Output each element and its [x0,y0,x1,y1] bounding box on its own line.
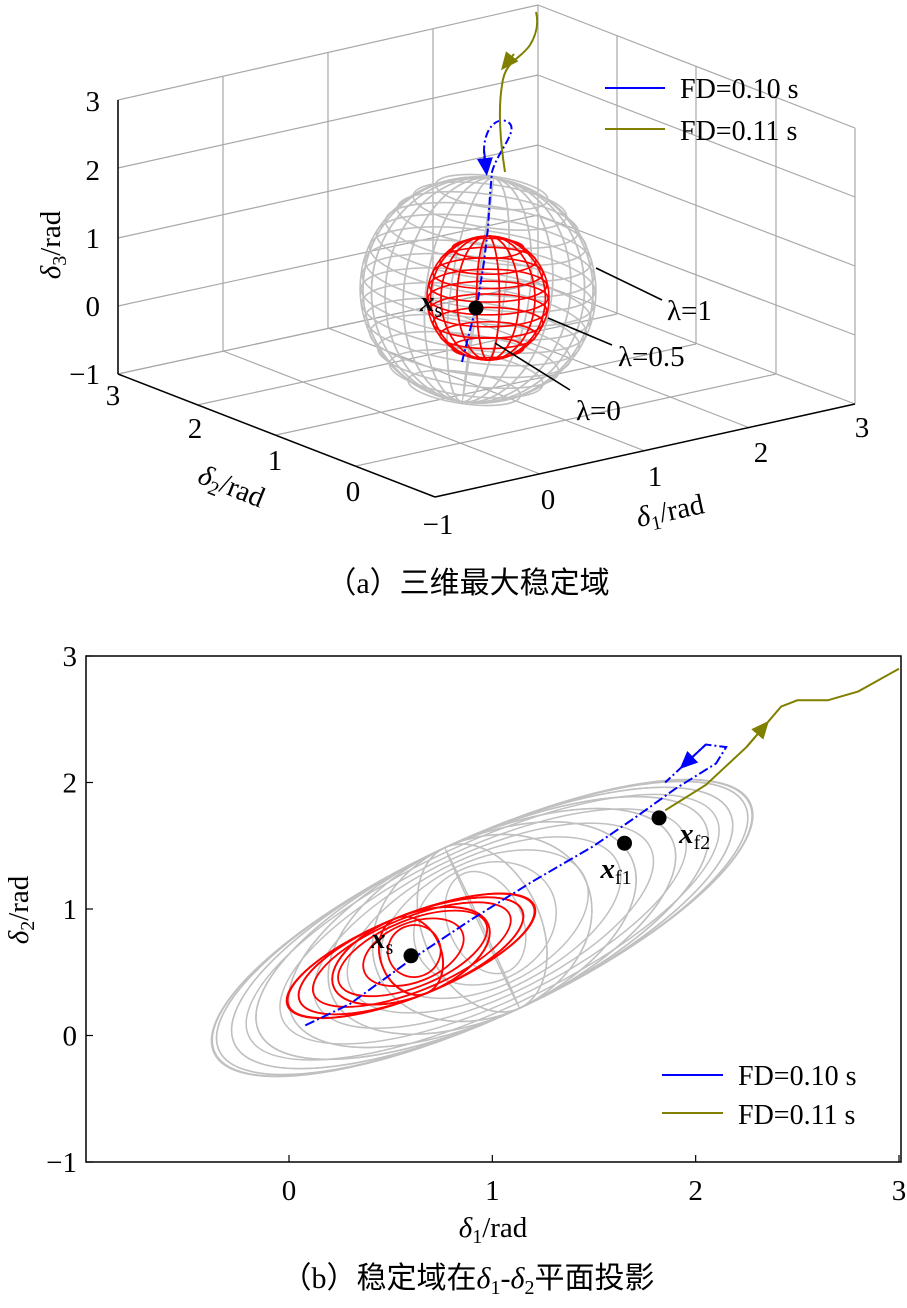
panel-b-x-tick: 0 [282,1175,297,1207]
panel-a-y-tick: 0 [346,476,361,508]
panel-b-x-tick: 1 [485,1175,500,1207]
panel-a-z-tick: 2 [86,155,101,187]
panel-b-point-xf1 [617,835,632,851]
panel-a-y-tick: 1 [268,445,283,477]
caption-b: （b）稳定域在δ1-δ2平面投影 [282,1262,655,1299]
panel-b-gray-wire-meridian [255,795,710,1061]
panel-a-z-tick: −1 [69,359,100,391]
panel-a-x-axis-label: δ1/rad [633,488,708,538]
panel-b-points [403,810,667,964]
panel-a-z-ticks: −1 0 1 2 3 [69,86,100,391]
panel-a-red-wire-latitude [432,257,544,290]
panel-b-gray-wire-meridian [230,786,734,1070]
panel-b-point-xs [403,948,419,964]
panel-a-label-lambda-1: λ=1 [667,295,712,327]
panel-b-arrow-fd-0.10 [679,743,707,769]
panel-b-gray-wire-meridian [230,786,734,1070]
panel-b-arrow-fd-0.11 [745,720,769,748]
panel-a-y-tick: 3 [106,380,121,412]
panel-b-y-tick: −1 [46,1147,77,1179]
panel-b-gray-wire-meridian [215,780,749,1076]
panel-a-z-tick: 3 [86,86,101,118]
panel-a-gray-wire-meridian [362,176,594,404]
panel-b-ticks: 0 1 2 3 −1 0 1 2 3 [46,641,906,1207]
panel-b-series-fd-0.11 [664,667,900,812]
panel-a-z-axis-label: δ3/rad [35,210,71,279]
panel-b-x-tick: 2 [688,1175,703,1207]
panel-a-legend-label-fd-0.10: FD=0.10 s [680,74,798,105]
panel-a-legend: FD=0.10 s FD=0.11 s [605,74,798,147]
panel-a-red-wire-latitude [427,280,549,316]
panel-b-legend-label-fd-0.11: FD=0.11 s [738,1100,855,1131]
panel-b-red-wire-ring [362,917,465,987]
panel-b-y-tick: 3 [63,641,78,673]
panel-a-gray-wire-meridian [370,176,586,404]
panel-b-x-axis-label: δ1/rad [459,1212,528,1248]
panel-a-x-tick: 0 [541,484,556,516]
panel-a-z-tick: 1 [86,223,101,255]
panel-a-gray-wire-latitude [363,297,581,367]
panel-a-leader-lambda-0 [494,342,571,391]
panel-a-gray-wire-meridian [362,176,594,404]
panel-b-region-lambda-0.5 [285,892,537,1020]
panel-b-label-xf2: xf2 [678,818,710,854]
panel-b-region-lambda-1 [210,778,754,1078]
panel-b-legend-label-fd-0.10: FD=0.10 s [738,1061,856,1092]
panel-a-x-tick: 3 [855,412,870,444]
panel-a-y-tick: 2 [188,413,203,445]
panel-b-red-wire-meridian [297,896,525,1016]
panel-a-point-xs [468,300,484,316]
panel-b-gray-wire-meridian [215,780,749,1076]
panel-b-y-tick: 0 [63,1021,78,1053]
panel-a-trajectory-fd-0.10-arrow [476,149,493,176]
panel-b-gray-wire-meridian [416,843,548,1013]
panel-a-x-tick: −1 [423,509,454,541]
panel-a-x-tick: 1 [648,461,663,493]
panel-b-gray-wire-ring [312,822,655,1029]
panel-a-3d-plot: xs λ=1 λ=0.5 λ=0 FD=0.10 s FD=0.11 s −1 … [35,4,870,541]
panel-a-y-axis-label: δ2/rad [192,459,270,518]
panel-a-x-ticks: −1 0 1 2 3 [423,412,870,541]
panel-a-trajectory-fd-0.11 [498,11,539,173]
panel-b-legend: FD=0.10 s FD=0.11 s [662,1061,856,1131]
panel-a-trajectory-fd-0.10 [461,119,513,363]
panel-b-x-tick: 3 [892,1175,907,1207]
panel-b-gray-wire-meridian [210,778,754,1078]
panel-b-2d-plot: xs xf1 xf2 0 1 2 3 −1 0 1 2 3 FD=0.10 s FD=0.11 … [3,641,906,1248]
panel-b-y-axis-label: δ2/rad [3,875,39,944]
panel-b-label-xs: xs [370,923,394,959]
panel-a-leader-lambda-0.5 [547,317,613,346]
panel-a-gray-wire-latitude [360,267,592,341]
panel-a-label-lambda-0: λ=0 [576,395,621,427]
panel-b-gray-wire-ring [346,836,622,1014]
panel-a-leader-lambda-1 [595,267,663,301]
panel-b-label-xf1: xf1 [600,853,632,889]
panel-b-point-xf2 [651,810,667,826]
panel-a-red-wire-latitude [428,293,548,328]
panel-a-label-xs: xs [419,286,443,322]
panel-b-y-tick: 2 [63,768,78,800]
panel-b-red-wire-ring [311,901,512,1008]
panel-a-red-wire-latitude [428,268,548,303]
caption-a: （a）三维最大稳定域 [326,567,609,600]
panel-b-red-wire-ring [337,909,489,998]
panel-b-point-labels: xs xf1 xf2 [370,818,710,959]
panel-b-gray-wire-ring [211,779,753,1077]
panel-a-x-tick: 2 [754,437,769,469]
panel-a-legend-label-fd-0.11: FD=0.11 s [680,116,797,147]
panel-b-series [304,667,900,1027]
panel-b-y-tick: 1 [63,894,78,926]
panel-b-gray-wire-meridian [416,843,548,1013]
panel-a-trajectory-fd-0.11-arrow [501,51,519,71]
panel-a-y-ticks: 0 1 2 3 [106,380,361,508]
panel-a-gray-wire-meridian [461,177,495,403]
panel-a-gray-wire-meridian [370,176,586,404]
panel-a-label-lambda-0.5: λ=0.5 [618,341,685,373]
panel-b-series-fd-0.10 [304,743,728,1027]
panel-b-gray-wire-ring [279,808,687,1045]
panel-a-surface-lambda-1 [359,173,597,407]
panel-a-z-tick: 0 [86,291,101,323]
